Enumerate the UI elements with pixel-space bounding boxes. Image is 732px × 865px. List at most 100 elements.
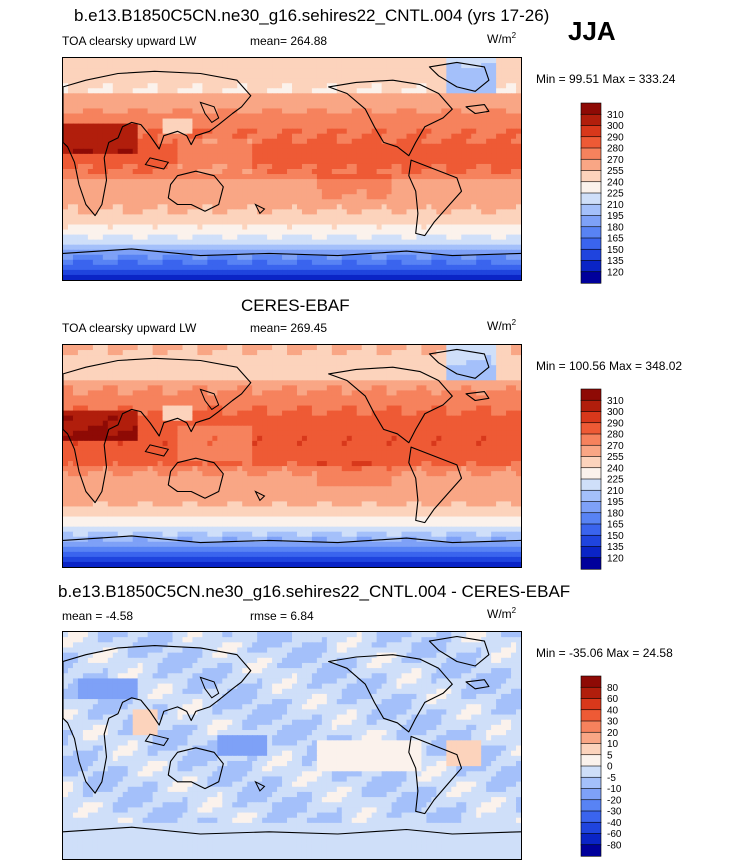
colorbar-tick-label: 195 xyxy=(607,497,624,508)
colorbar-swatch xyxy=(580,501,602,514)
colorbar-swatch xyxy=(580,709,602,722)
panel3-map xyxy=(62,631,522,860)
panel3-colorbar: 80 60 40 30 20 10 5 0 -5 -10 -20 -30 -40 -60 -80 xyxy=(580,675,640,857)
colorbar-tick-label: -20 xyxy=(607,795,622,806)
panel1-units-label: W/m2 xyxy=(487,31,517,47)
colorbar-swatch xyxy=(580,456,602,469)
colorbar-swatch xyxy=(580,675,602,688)
panel3-minmax: Min = -35.06 Max = 24.58 xyxy=(536,646,673,660)
colorbar-swatch xyxy=(580,799,602,812)
colorbar-tick-label: 225 xyxy=(607,475,624,486)
colorbar-swatch xyxy=(580,686,602,700)
colorbar-tick-label: 300 xyxy=(607,121,624,132)
colorbar-swatch xyxy=(580,833,602,846)
colorbar-swatch xyxy=(580,489,602,503)
colorbar-swatch xyxy=(580,147,602,160)
colorbar-swatch xyxy=(580,181,602,194)
colorbar-swatch xyxy=(580,388,602,401)
colorbar-swatch xyxy=(580,271,602,284)
colorbar-tick-label: 210 xyxy=(607,200,624,211)
colorbar-tick-label: 290 xyxy=(607,132,624,143)
colorbar-swatch xyxy=(580,765,602,778)
colorbar-swatch xyxy=(580,237,602,250)
colorbar-swatch xyxy=(580,136,602,149)
colorbar-tick-label: 30 xyxy=(607,717,619,728)
colorbar-tick-label: 180 xyxy=(607,508,624,519)
colorbar-tick-label: -5 xyxy=(607,773,616,784)
colorbar-swatch xyxy=(580,433,602,446)
colorbar-tick-label: 240 xyxy=(607,177,624,188)
colorbar-tick-label: 280 xyxy=(607,144,624,155)
colorbar-tick-label: -10 xyxy=(607,784,622,795)
colorbar-swatch xyxy=(580,821,602,835)
panel1-map xyxy=(62,57,522,281)
colorbar-swatch xyxy=(580,698,602,711)
panel1-minmax: Min = 99.51 Max = 333.24 xyxy=(536,72,676,86)
colorbar-swatch xyxy=(580,754,602,767)
colorbar-swatch xyxy=(580,478,602,491)
colorbar-tick-label: 225 xyxy=(607,189,624,200)
colorbar-tick-label: -60 xyxy=(607,829,622,840)
colorbar-tick-label: 80 xyxy=(607,683,619,694)
colorbar-swatch xyxy=(580,467,602,480)
panel2-colorbar: 310 300 290 280 270 255 240 225 210 195 180 165 150 1… xyxy=(580,388,640,570)
panel3-mean-label: mean = -4.58 xyxy=(62,609,134,623)
panel1-title: b.e13.B1850C5CN.ne30_g16.sehires22_CNTL.… xyxy=(74,6,550,25)
colorbar-tick-label: 150 xyxy=(607,531,624,542)
colorbar-tick-label: -30 xyxy=(607,807,622,818)
colorbar-tick-label: 310 xyxy=(607,110,624,121)
colorbar-swatch xyxy=(580,720,602,733)
colorbar-swatch xyxy=(580,226,602,239)
colorbar-swatch xyxy=(580,125,602,138)
colorbar-tick-label: 135 xyxy=(607,542,624,553)
colorbar-swatch xyxy=(580,192,602,205)
colorbar-swatch xyxy=(580,170,602,183)
colorbar-swatch xyxy=(580,788,602,801)
colorbar-swatch xyxy=(580,203,602,217)
colorbar-tick-label: 150 xyxy=(607,245,624,256)
colorbar-swatch xyxy=(580,546,602,559)
colorbar-tick-label: 120 xyxy=(607,267,624,278)
panel1-variable-label: TOA clearsky upward LW xyxy=(62,34,197,48)
colorbar-swatch xyxy=(580,422,602,435)
colorbar-tick-label: 0 xyxy=(607,762,613,773)
colorbar-swatch xyxy=(580,260,602,273)
colorbar-tick-label: 60 xyxy=(607,694,619,705)
colorbar-swatch xyxy=(580,102,602,115)
panel3-title: b.e13.B1850C5CN.ne30_g16.sehires22_CNTL.… xyxy=(58,582,571,601)
colorbar-swatch xyxy=(580,215,602,228)
colorbar-tick-label: 300 xyxy=(607,407,624,418)
colorbar-tick-label: 180 xyxy=(607,222,624,233)
colorbar-swatch xyxy=(580,158,602,172)
colorbar-swatch xyxy=(580,557,602,570)
panel2-mean-label: mean= 269.45 xyxy=(250,321,328,335)
colorbar-tick-label: 290 xyxy=(607,418,624,429)
colorbar-tick-label: 255 xyxy=(607,166,624,177)
colorbar-tick-label: 20 xyxy=(607,728,619,739)
panel2-map xyxy=(62,344,522,568)
colorbar-tick-label: 135 xyxy=(607,256,624,267)
colorbar-swatch xyxy=(580,512,602,525)
colorbar-swatch xyxy=(580,248,602,262)
colorbar-tick-label: 210 xyxy=(607,486,624,497)
colorbar-tick-label: -40 xyxy=(607,818,622,829)
colorbar-tick-label: 255 xyxy=(607,452,624,463)
map-svg xyxy=(63,345,521,567)
colorbar-swatch xyxy=(580,731,602,745)
colorbar-tick-label: 165 xyxy=(607,520,624,531)
colorbar-tick-label: 10 xyxy=(607,739,619,750)
colorbar-swatch xyxy=(580,810,602,823)
colorbar-svg: 3103002902802702552402252101951801651501… xyxy=(580,102,624,284)
panel2-title: CERES-EBAF xyxy=(241,296,350,315)
map-svg xyxy=(63,632,521,859)
colorbar-tick-label: 165 xyxy=(607,234,624,245)
colorbar-tick-label: 5 xyxy=(607,750,613,761)
colorbar-tick-label: 310 xyxy=(607,396,624,407)
map-svg xyxy=(63,58,521,280)
colorbar-swatch xyxy=(580,113,602,127)
colorbar-swatch xyxy=(580,743,602,756)
colorbar-tick-label: 40 xyxy=(607,705,619,716)
panel2-variable-label: TOA clearsky upward LW xyxy=(62,321,197,335)
colorbar-swatch xyxy=(580,776,602,790)
colorbar-tick-label: 270 xyxy=(607,441,624,452)
